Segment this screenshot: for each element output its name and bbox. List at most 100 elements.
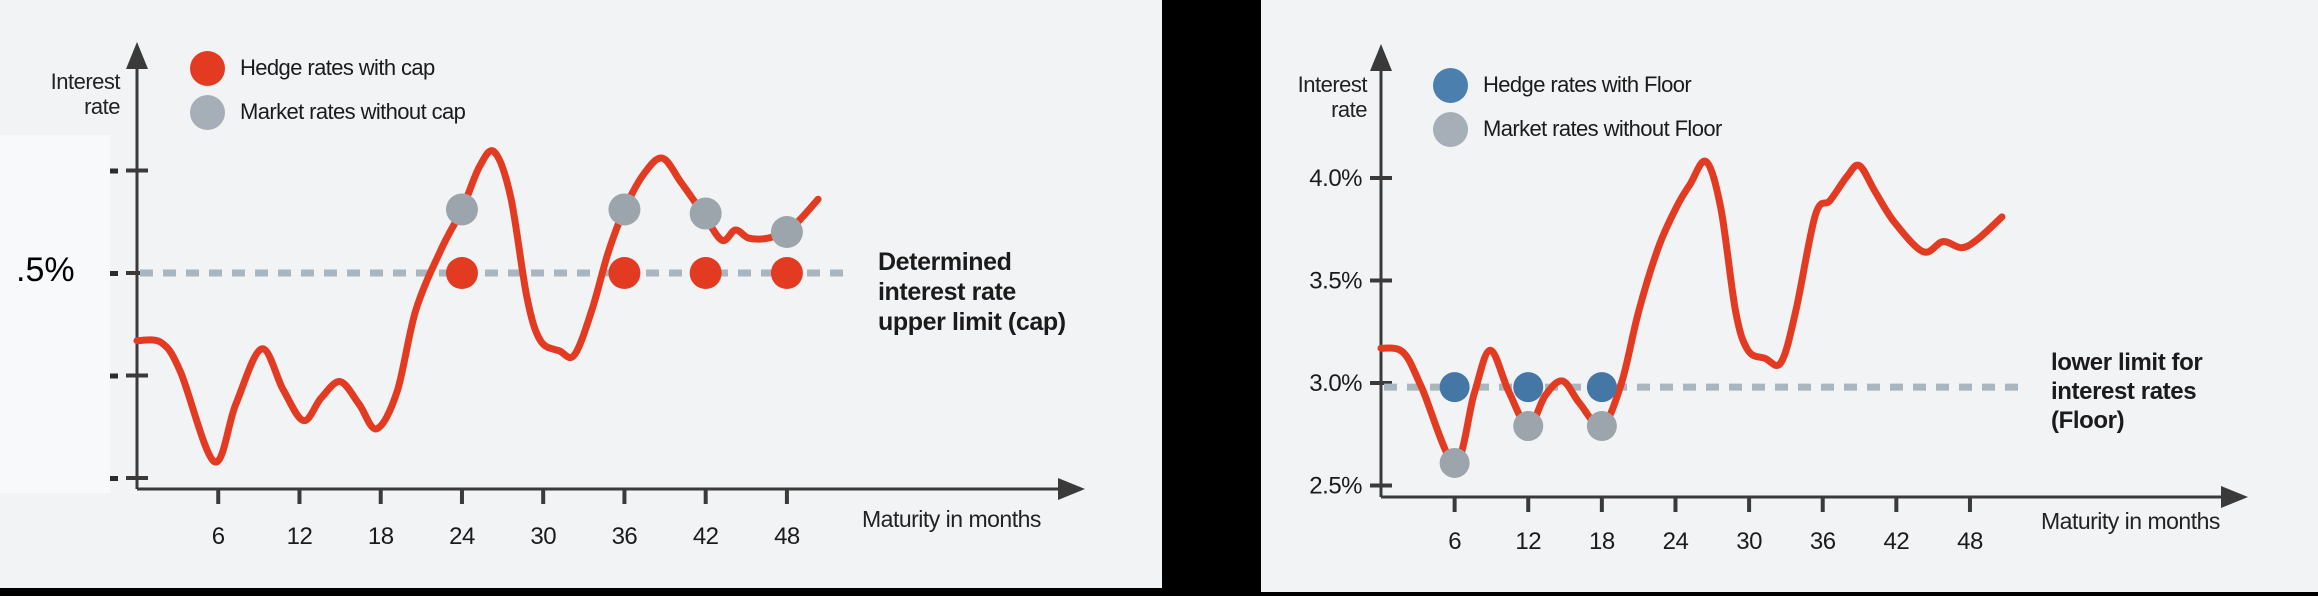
market-rates-without-floor-point [1513, 411, 1544, 442]
x-tick-label: 48 [1957, 528, 1983, 555]
cap-chart-canvas: 6 12 18 24 30 36 42 48 [110, 42, 1085, 550]
y-tick [126, 168, 148, 173]
y-tick [126, 271, 148, 275]
annotation-line: (Floor) [2051, 407, 2125, 434]
market-floor-dot-icon [1433, 111, 1468, 147]
x-axis-arrow-icon [1058, 478, 1085, 500]
floor-chart-panel: 2.5% 3.0% 3.5% 4.0% 6 12 18 24 30 36 42 48 Interest… [1261, 0, 2318, 592]
market-rates-without-floor-point [1586, 411, 1617, 442]
y-tick [1370, 278, 1392, 283]
x-tick [1894, 497, 1899, 512]
legend-item-hedge-cap: Hedge rates with cap [190, 46, 465, 90]
y-axis-title-line2: rate [1331, 97, 1367, 122]
market-rates-without-cap-point [770, 216, 803, 248]
y-tick-label: 4.0% [1309, 165, 1362, 192]
x-tick-label: 30 [1736, 528, 1762, 555]
x-tick-label: 18 [368, 523, 394, 550]
x-tick [1747, 497, 1752, 512]
x-tick-label: 12 [287, 523, 313, 550]
y-axis-title-line2: rate [84, 94, 120, 119]
x-tick-label: 30 [530, 523, 556, 550]
x-tick [784, 489, 789, 504]
market-rates-without-cap-point [445, 193, 478, 226]
x-tick [1673, 497, 1678, 512]
legend-label: Market rates without cap [240, 99, 466, 124]
legend-item-hedge-floor: Hedge rates with Floor [1433, 63, 1722, 107]
y-axis-title-line1: Interest [50, 69, 121, 94]
hedge-rates-with-floor-point [1439, 372, 1470, 403]
x-tick [541, 489, 546, 504]
x-tick-label: 36 [1810, 528, 1836, 555]
y-axis-title-line1: Interest [1297, 72, 1368, 97]
x-tick [1820, 497, 1825, 512]
y-axis-label-cover-patch [0, 135, 110, 493]
hedge-floor-dot-icon [1433, 67, 1468, 103]
hidden-y-label-remnant [110, 476, 118, 481]
cap-limit-annotation: Determined interest rate upper limit (ca… [878, 247, 1118, 337]
x-tick-label: 12 [1515, 528, 1541, 555]
x-tick-label: 42 [1883, 528, 1909, 555]
y-axis-title: Interest rate [1267, 72, 1368, 122]
y-tick [1370, 483, 1392, 488]
x-tick [1526, 497, 1531, 512]
y-tick-label: 2.5% [1309, 473, 1362, 500]
hedge-cap-dot-icon [190, 50, 225, 86]
x-tick-label: 24 [449, 523, 475, 550]
x-axis-title: Maturity in months [862, 506, 1041, 532]
cap-chart-panel: 6 12 18 24 30 36 42 48 Interest rate .5% Hedge … [0, 0, 1162, 588]
y-tick-label: 3.0% [1309, 370, 1362, 397]
y-tick-label: 3.5% [1309, 268, 1362, 295]
x-tick-label: 42 [693, 523, 719, 550]
hedge-rates-with-cap-point [689, 257, 722, 289]
x-tick-label: 6 [212, 523, 225, 550]
x-tick-label: 36 [612, 523, 638, 550]
hedge-rates-with-cap-point [770, 257, 803, 289]
y-axis-title: Interest rate [18, 69, 121, 119]
partial-y-tick-label: .5% [16, 251, 75, 289]
x-axis-arrow-icon [2221, 486, 2248, 508]
hedge-rates-with-floor-point [1586, 372, 1617, 403]
legend-label: Market rates without Floor [1483, 116, 1722, 141]
market-rates-without-cap-point [608, 193, 641, 226]
legend-label: Hedge rates with cap [240, 55, 435, 80]
x-axis-title: Maturity in months [2041, 508, 2220, 534]
x-tick [622, 489, 627, 504]
y-axis-arrow-icon [126, 42, 148, 69]
hidden-y-label-remnant [110, 373, 118, 379]
x-tick-label: 18 [1589, 528, 1615, 555]
market-rates-without-cap-point [689, 197, 722, 230]
y-tick [1370, 381, 1392, 385]
floor-chart-canvas: 2.5% 3.0% 3.5% 4.0% 6 12 18 24 30 36 42 48 [1309, 44, 2248, 555]
y-axis-arrow-icon [1370, 44, 1392, 71]
x-tick [216, 489, 221, 504]
market-cap-dot-icon [190, 94, 225, 130]
x-tick [1452, 497, 1457, 512]
market-rate-curve [133, 147, 822, 466]
hedge-rates-with-cap-point [445, 257, 478, 289]
floor-legend: Hedge rates with Floor Market rates with… [1433, 63, 1722, 151]
x-tick-label: 48 [774, 523, 800, 550]
hidden-y-label-remnant [110, 168, 118, 174]
x-tick [459, 489, 464, 504]
y-tick [126, 476, 148, 480]
market-rates-without-floor-point [1439, 447, 1470, 478]
x-tick [378, 489, 383, 504]
annotation-line: interest rate [878, 278, 1016, 306]
hedge-rates-with-cap-point [608, 257, 641, 289]
floor-limit-annotation: lower limit for interest rates (Floor) [2051, 348, 2271, 435]
legend-label: Hedge rates with Floor [1483, 72, 1692, 97]
hidden-y-label-remnant [110, 271, 118, 276]
x-tick-label: 24 [1663, 528, 1689, 555]
market-rate-curve [1377, 157, 2006, 467]
y-tick [126, 373, 148, 378]
y-tick [1370, 176, 1392, 180]
x-tick-label: 6 [1448, 528, 1461, 555]
x-tick [297, 489, 302, 504]
x-tick [1599, 497, 1604, 512]
annotation-line: interest rates [2051, 378, 2197, 405]
cap-legend: Hedge rates with cap Market rates withou… [190, 46, 466, 134]
annotation-line: upper limit (cap) [878, 308, 1066, 336]
legend-item-market-cap: Market rates without cap [190, 90, 466, 134]
hedge-rates-with-floor-point [1513, 372, 1544, 403]
